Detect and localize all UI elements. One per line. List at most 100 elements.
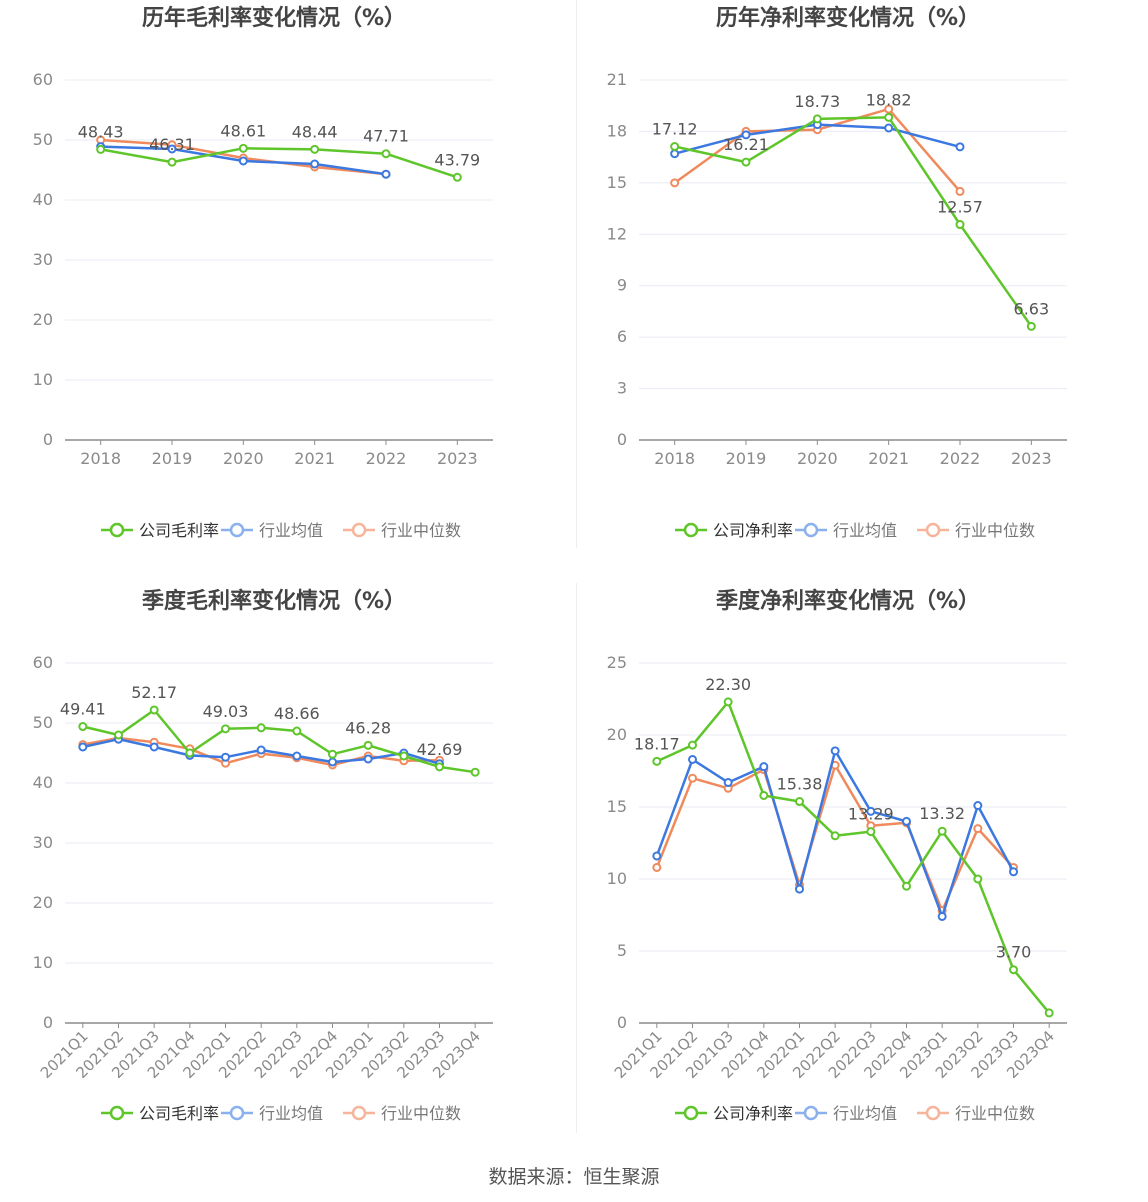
data-point: [795, 797, 804, 807]
data-point: [363, 740, 373, 750]
data-point: [149, 705, 159, 715]
data-point: [670, 149, 680, 159]
legend-label: 行业均值: [833, 1104, 897, 1123]
y-tick-label: 12: [607, 224, 627, 243]
data-point: [884, 112, 894, 122]
data-point: [452, 172, 462, 182]
y-tick-label: 30: [33, 250, 53, 269]
y-tick-label: 50: [33, 713, 53, 732]
y-tick-label: 6: [617, 327, 627, 346]
x-tick-label: 2023: [1011, 449, 1052, 468]
legend-label: 公司毛利率: [139, 1104, 219, 1123]
data-point: [221, 724, 230, 734]
x-tick-label: 2018: [654, 449, 695, 468]
y-tick-label: 5: [617, 941, 627, 960]
data-label: 49.03: [203, 702, 249, 721]
data-point: [866, 827, 876, 837]
y-tick-label: 3: [617, 379, 627, 398]
x-tick-label: 2019: [726, 449, 767, 468]
divider-top: [576, 0, 577, 548]
data-label: 6.63: [1014, 299, 1050, 318]
y-tick-label: 18: [607, 121, 627, 140]
y-tick-label: 0: [617, 430, 627, 449]
data-point: [830, 831, 840, 841]
legend-label: 行业均值: [259, 521, 323, 540]
data-point: [937, 911, 947, 921]
data-point: [830, 746, 840, 756]
chart-title: 季度毛利率变化情况（%）: [142, 588, 406, 614]
data-point: [973, 874, 983, 884]
data-point: [973, 824, 983, 834]
data-point: [670, 178, 680, 188]
x-tick-label: 2022: [366, 449, 407, 468]
y-tick-label: 0: [617, 1013, 627, 1032]
data-point: [328, 757, 337, 767]
legend-marker: [229, 1105, 245, 1121]
data-point: [688, 773, 697, 783]
data-point: [1026, 321, 1036, 331]
data-point: [78, 742, 88, 752]
y-tick-label: 21: [607, 70, 627, 89]
y-tick-label: 20: [607, 725, 627, 744]
data-point: [902, 816, 911, 826]
data-point: [221, 752, 230, 762]
data-label: 13.29: [848, 805, 894, 824]
data-point: [759, 790, 769, 800]
data-label: 18.82: [866, 90, 912, 109]
data-label: 15.38: [777, 775, 823, 794]
y-tick-label: 0: [43, 430, 53, 449]
data-point: [363, 754, 373, 764]
chart-svg: 季度毛利率变化情况（%）01020304050602021Q12021Q2202…: [33, 588, 493, 1123]
legend-marker: [803, 522, 819, 538]
x-tick-label: 2020: [797, 449, 838, 468]
x-tick-label: 2022: [940, 449, 981, 468]
chart-svg: 季度净利率变化情况（%）05101520252021Q12021Q22021Q3…: [607, 588, 1067, 1123]
y-tick-label: 20: [33, 310, 53, 329]
data-label: 49.41: [60, 700, 106, 719]
data-point: [723, 697, 733, 707]
data-point: [470, 767, 480, 777]
series-line: [656, 700, 1051, 1014]
quarterly-gross-margin-chart: 季度毛利率变化情况（%） 0 10 20 30 40 50 60 2021Q1 2021Q2 202…: [0, 583, 574, 1166]
y-tick-label: 15: [607, 173, 627, 192]
data-point: [652, 756, 662, 766]
data-point: [381, 169, 391, 179]
data-label: 22.30: [705, 675, 751, 694]
data-point: [167, 144, 177, 154]
data-point: [1009, 867, 1018, 877]
y-tick-label: 10: [607, 869, 627, 888]
legend-label: 行业中位数: [381, 1104, 461, 1123]
data-point: [328, 749, 337, 759]
data-point: [955, 186, 965, 196]
data-label: 18.73: [794, 92, 840, 111]
x-tick-label: 2019: [152, 449, 193, 468]
data-point: [884, 123, 894, 133]
legend-marker: [803, 1105, 819, 1121]
legend-label: 公司毛利率: [139, 521, 219, 540]
data-point: [96, 144, 106, 154]
data-source-note: 数据来源：恒生聚源: [488, 1166, 660, 1188]
data-label: 48.61: [220, 121, 266, 140]
data-point: [256, 723, 266, 733]
y-tick-label: 60: [33, 70, 53, 89]
legend-label: 行业均值: [259, 1104, 323, 1123]
data-point: [955, 142, 965, 152]
data-point: [688, 740, 697, 750]
data-point: [381, 149, 391, 159]
data-point: [741, 130, 751, 140]
legend-marker: [925, 522, 941, 538]
x-tick-label: 2023: [437, 449, 478, 468]
x-tick-label: 2021: [868, 449, 909, 468]
data-point: [652, 851, 662, 861]
legend-marker: [109, 522, 125, 538]
data-point: [310, 144, 320, 154]
y-tick-label: 15: [607, 797, 627, 816]
data-point: [937, 826, 947, 836]
x-tick-label: 2021: [294, 449, 335, 468]
data-point: [149, 742, 159, 752]
y-tick-label: 25: [607, 653, 627, 672]
y-tick-label: 20: [33, 893, 53, 912]
series-line: [82, 708, 476, 774]
data-point: [310, 159, 320, 169]
data-point: [1009, 965, 1018, 975]
